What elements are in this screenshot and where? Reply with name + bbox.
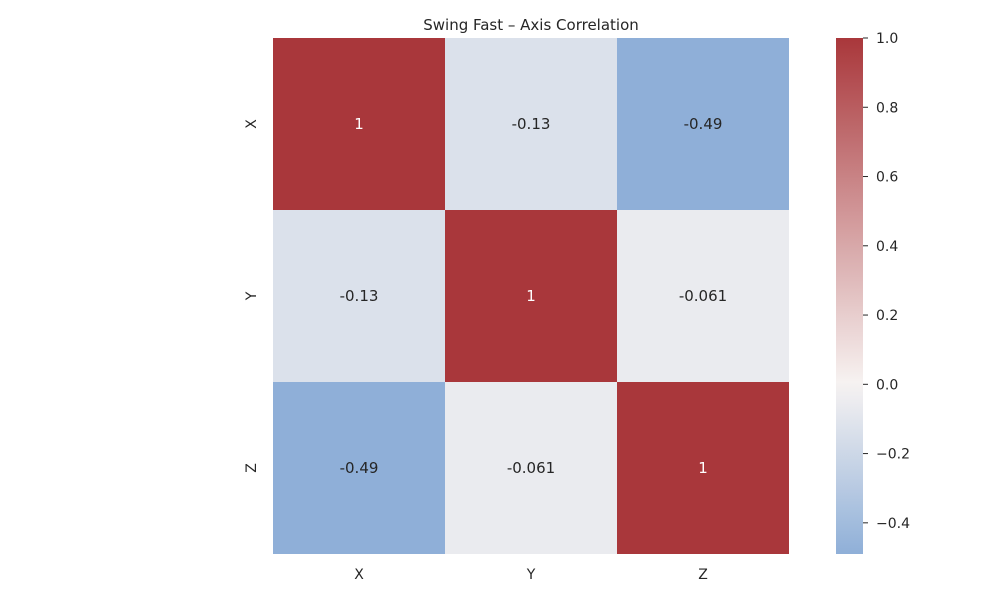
colorbar-tick-label: −0.4 xyxy=(876,516,910,532)
cell-value-label: -0.13 xyxy=(512,115,551,133)
heatmap-cell xyxy=(617,210,789,382)
x-tick-label: X xyxy=(354,567,364,583)
y-axis-ticks: X Y Z xyxy=(244,119,260,473)
colorbar-tick-label: 0.0 xyxy=(876,377,898,393)
y-tick-label: Z xyxy=(244,463,260,473)
colorbar-tick-label: −0.2 xyxy=(876,447,910,463)
heatmap-cell xyxy=(617,382,789,554)
chart-title: Swing Fast – Axis Correlation xyxy=(423,16,639,34)
cell-value-label: -0.13 xyxy=(340,287,379,305)
colorbar-tick-label: 0.6 xyxy=(876,170,898,186)
colorbar-tick-label: 0.2 xyxy=(876,308,898,324)
y-tick-label: X xyxy=(244,119,260,129)
y-tick-label: Y xyxy=(244,291,260,301)
x-axis-ticks: X Y Z xyxy=(354,567,708,583)
cell-value-label: -0.49 xyxy=(684,115,723,133)
heatmap-cell xyxy=(273,210,445,382)
heatmap-cell xyxy=(445,38,617,210)
cell-value-label: -0.061 xyxy=(679,287,727,305)
heatmap-cell xyxy=(273,382,445,554)
x-tick-label: Z xyxy=(698,567,708,583)
colorbar-ticks: −0.4 −0.2 0.0 0.2 0.4 0.6 0.8 1.0 xyxy=(863,31,910,532)
heatmap-cells: 1 -0.13 -0.49 -0.13 1 -0.061 -0.49 -0.061 1 xyxy=(273,38,789,554)
cell-value-label: -0.49 xyxy=(340,459,379,477)
heatmap-cell xyxy=(273,38,445,210)
heatmap-cell xyxy=(445,382,617,554)
heatmap-cell xyxy=(617,38,789,210)
colorbar xyxy=(836,38,863,554)
cell-value-label: -0.061 xyxy=(507,459,555,477)
cell-value-label: 1 xyxy=(526,287,536,305)
cell-value-label: 1 xyxy=(698,459,708,477)
colorbar-tick-label: 0.4 xyxy=(876,239,898,255)
x-tick-label: Y xyxy=(526,567,536,583)
colorbar-tick-label: 1.0 xyxy=(876,31,898,47)
colorbar-tick-label: 0.8 xyxy=(876,100,898,116)
heatmap-cell xyxy=(445,210,617,382)
cell-value-label: 1 xyxy=(354,115,364,133)
